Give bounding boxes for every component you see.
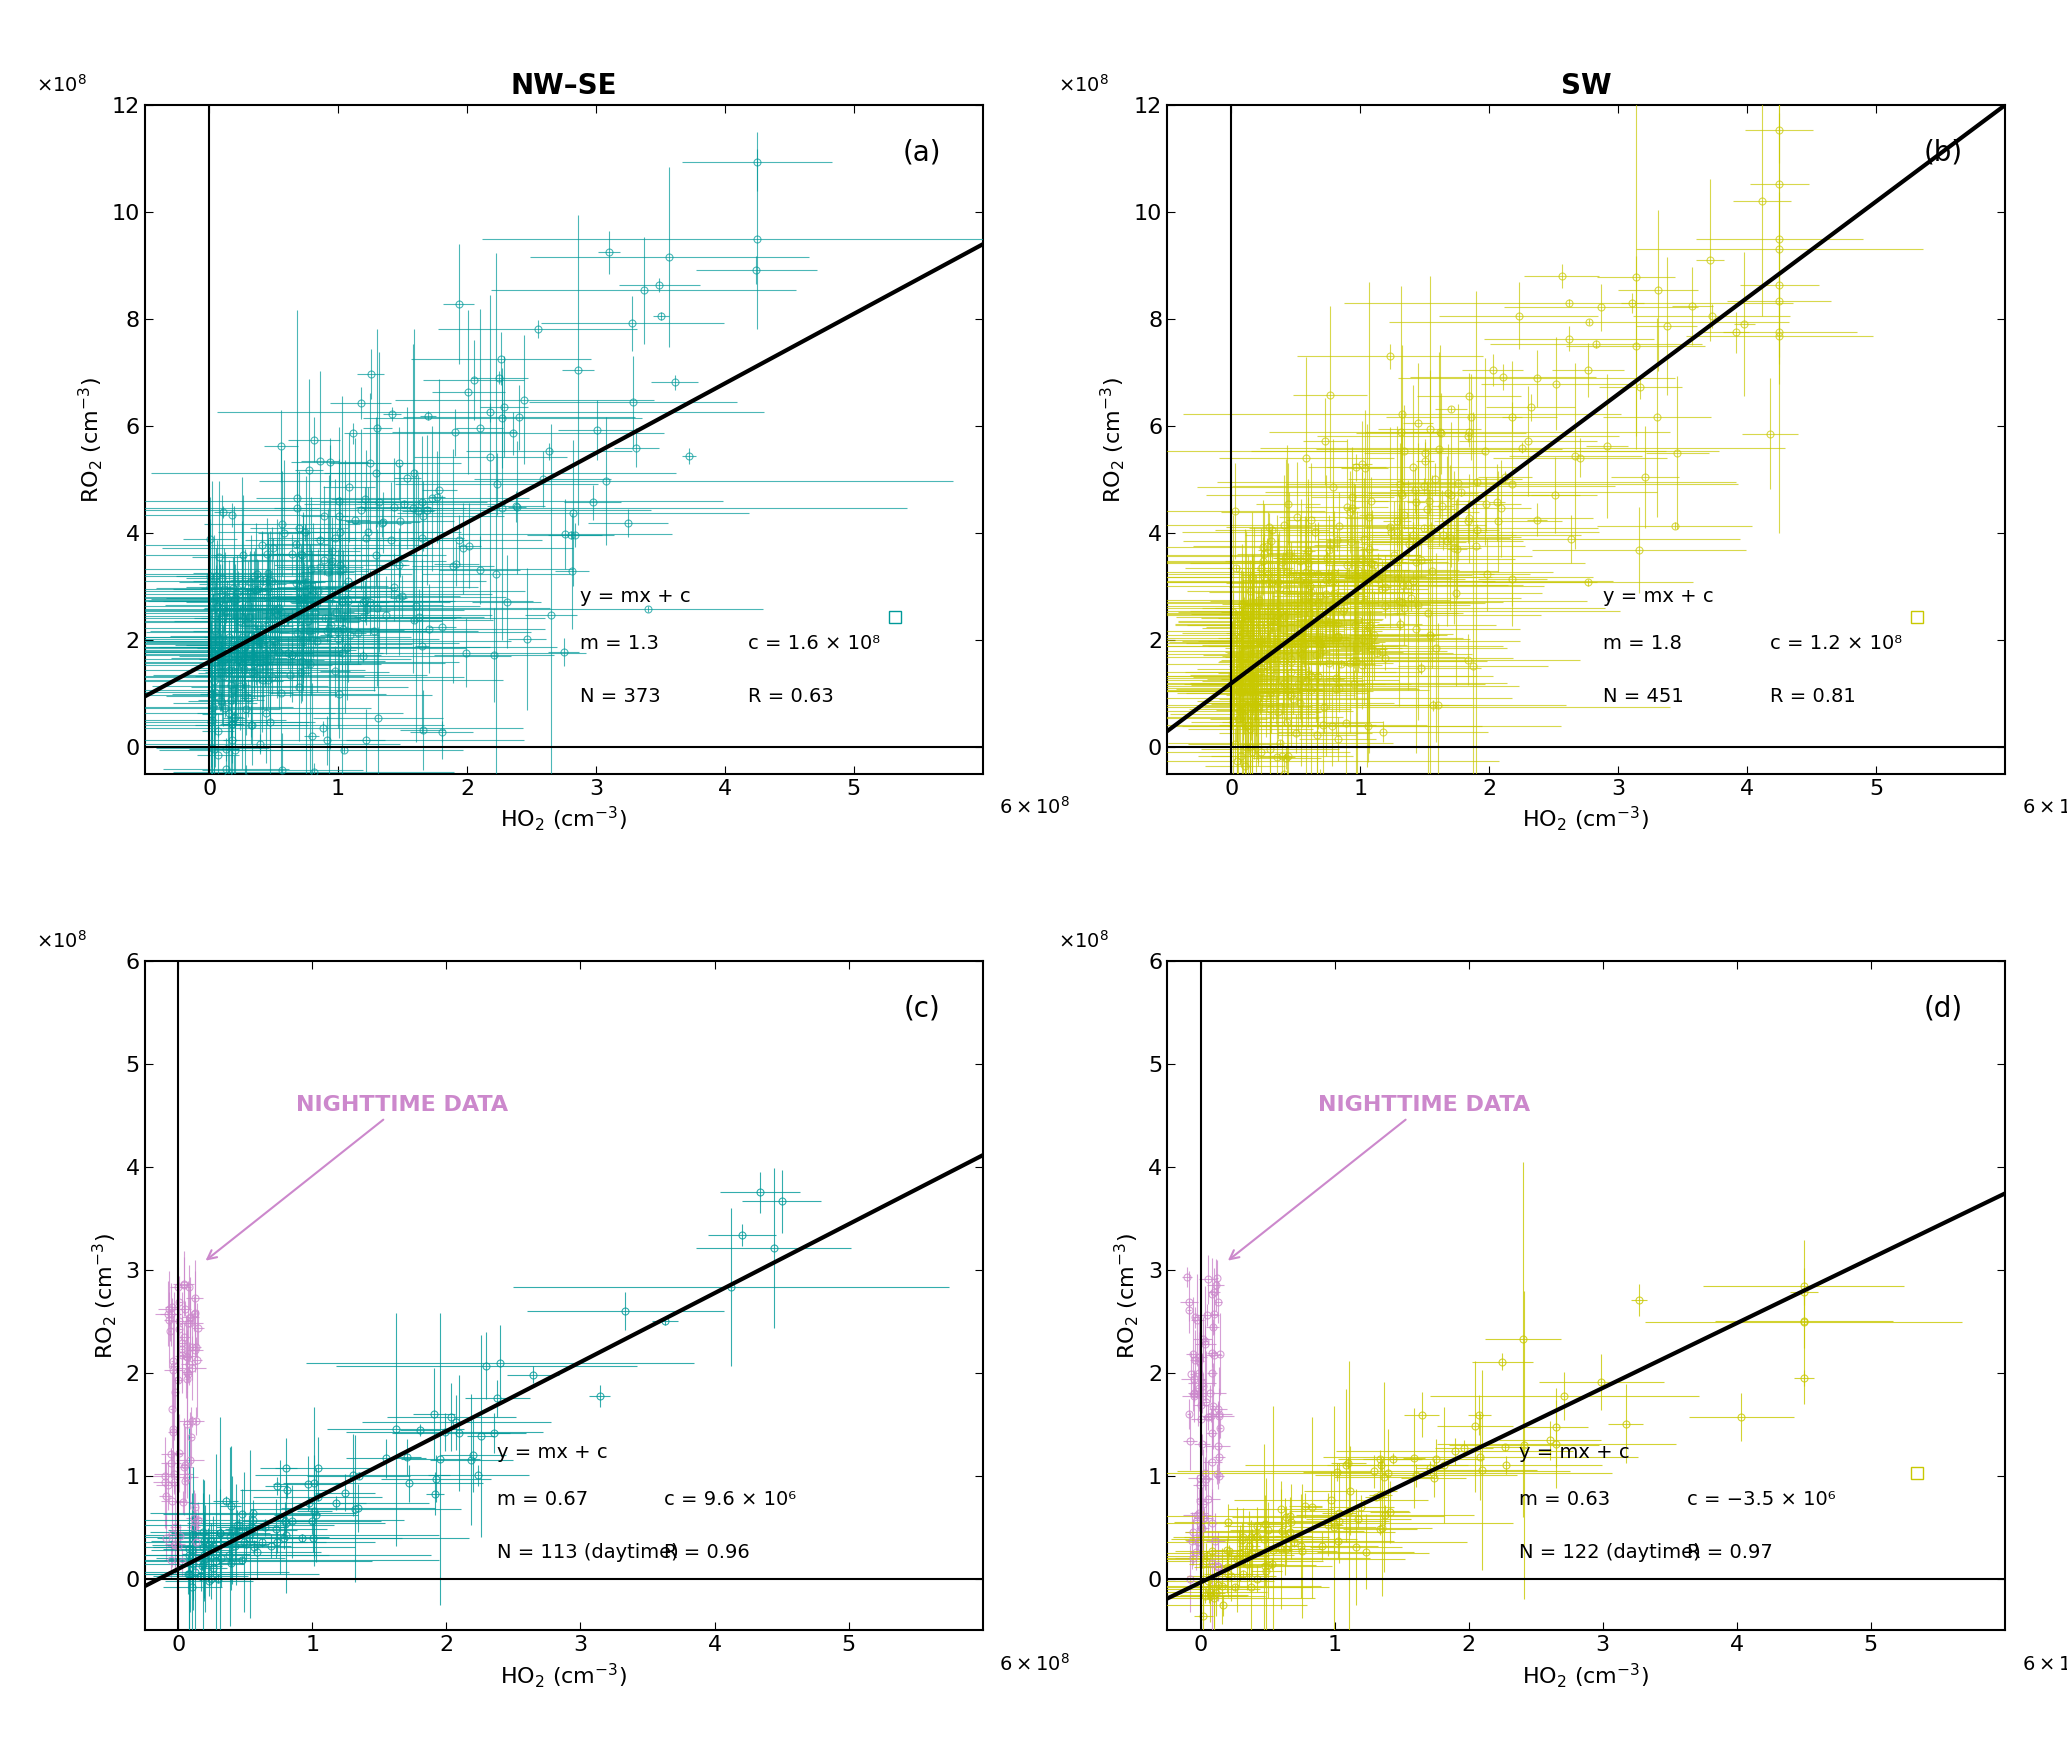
Text: N = 373: N = 373	[581, 687, 661, 706]
Text: c = 9.6 × 10⁶: c = 9.6 × 10⁶	[664, 1490, 796, 1509]
Text: R = 0.97: R = 0.97	[1687, 1543, 1771, 1562]
Text: N = 451: N = 451	[1602, 687, 1683, 706]
Text: NIGHTTIME DATA: NIGHTTIME DATA	[1230, 1096, 1530, 1259]
Text: $\times 10^8$: $\times 10^8$	[35, 931, 87, 952]
Text: NIGHTTIME DATA: NIGHTTIME DATA	[207, 1096, 508, 1259]
Text: $\times 10^8$: $\times 10^8$	[1058, 931, 1110, 952]
Text: $6 \times 10^8$: $6 \times 10^8$	[1000, 796, 1071, 819]
Text: R = 0.63: R = 0.63	[748, 687, 833, 706]
Text: m = 1.3: m = 1.3	[581, 633, 659, 652]
Text: (b): (b)	[1924, 138, 1964, 167]
Text: c = −3.5 × 10⁶: c = −3.5 × 10⁶	[1687, 1490, 1835, 1509]
Y-axis label: RO$_2$ (cm$^{-3}$): RO$_2$ (cm$^{-3}$)	[89, 1232, 118, 1359]
Text: N = 122 (daytime): N = 122 (daytime)	[1519, 1543, 1701, 1562]
Y-axis label: RO$_2$ (cm$^{-3}$): RO$_2$ (cm$^{-3}$)	[1098, 377, 1127, 503]
Text: (a): (a)	[903, 138, 940, 167]
Text: R = 0.81: R = 0.81	[1769, 687, 1856, 706]
Y-axis label: RO$_2$ (cm$^{-3}$): RO$_2$ (cm$^{-3}$)	[76, 377, 105, 503]
Text: $6 \times 10^8$: $6 \times 10^8$	[2022, 1653, 2067, 1674]
Text: $6 \times 10^8$: $6 \times 10^8$	[2022, 796, 2067, 819]
Text: R = 0.96: R = 0.96	[664, 1543, 750, 1562]
X-axis label: HO$_2$ (cm$^{-3}$): HO$_2$ (cm$^{-3}$)	[500, 1660, 626, 1690]
Text: N = 113 (daytime): N = 113 (daytime)	[496, 1543, 678, 1562]
Y-axis label: RO$_2$ (cm$^{-3}$): RO$_2$ (cm$^{-3}$)	[1112, 1232, 1141, 1359]
Text: $\times 10^8$: $\times 10^8$	[35, 74, 87, 96]
Text: y = mx + c: y = mx + c	[1519, 1443, 1629, 1462]
Text: y = mx + c: y = mx + c	[1602, 587, 1714, 607]
Text: c = 1.2 × 10⁸: c = 1.2 × 10⁸	[1769, 633, 1902, 652]
Text: (c): (c)	[903, 996, 940, 1022]
Text: c = 1.6 × 10⁸: c = 1.6 × 10⁸	[748, 633, 881, 652]
Text: y = mx + c: y = mx + c	[496, 1443, 608, 1462]
X-axis label: HO$_2$ (cm$^{-3}$): HO$_2$ (cm$^{-3}$)	[500, 805, 626, 833]
Title: NW–SE: NW–SE	[511, 72, 616, 100]
Text: $\times 10^8$: $\times 10^8$	[1058, 74, 1110, 96]
X-axis label: HO$_2$ (cm$^{-3}$): HO$_2$ (cm$^{-3}$)	[1523, 805, 1649, 833]
Text: y = mx + c: y = mx + c	[581, 587, 690, 607]
Text: (d): (d)	[1924, 996, 1964, 1022]
Text: m = 0.63: m = 0.63	[1519, 1490, 1610, 1509]
X-axis label: HO$_2$ (cm$^{-3}$): HO$_2$ (cm$^{-3}$)	[1523, 1660, 1649, 1690]
Text: m = 0.67: m = 0.67	[496, 1490, 587, 1509]
Text: $6 \times 10^8$: $6 \times 10^8$	[1000, 1653, 1071, 1674]
Text: m = 1.8: m = 1.8	[1602, 633, 1683, 652]
Title: SW: SW	[1561, 72, 1612, 100]
